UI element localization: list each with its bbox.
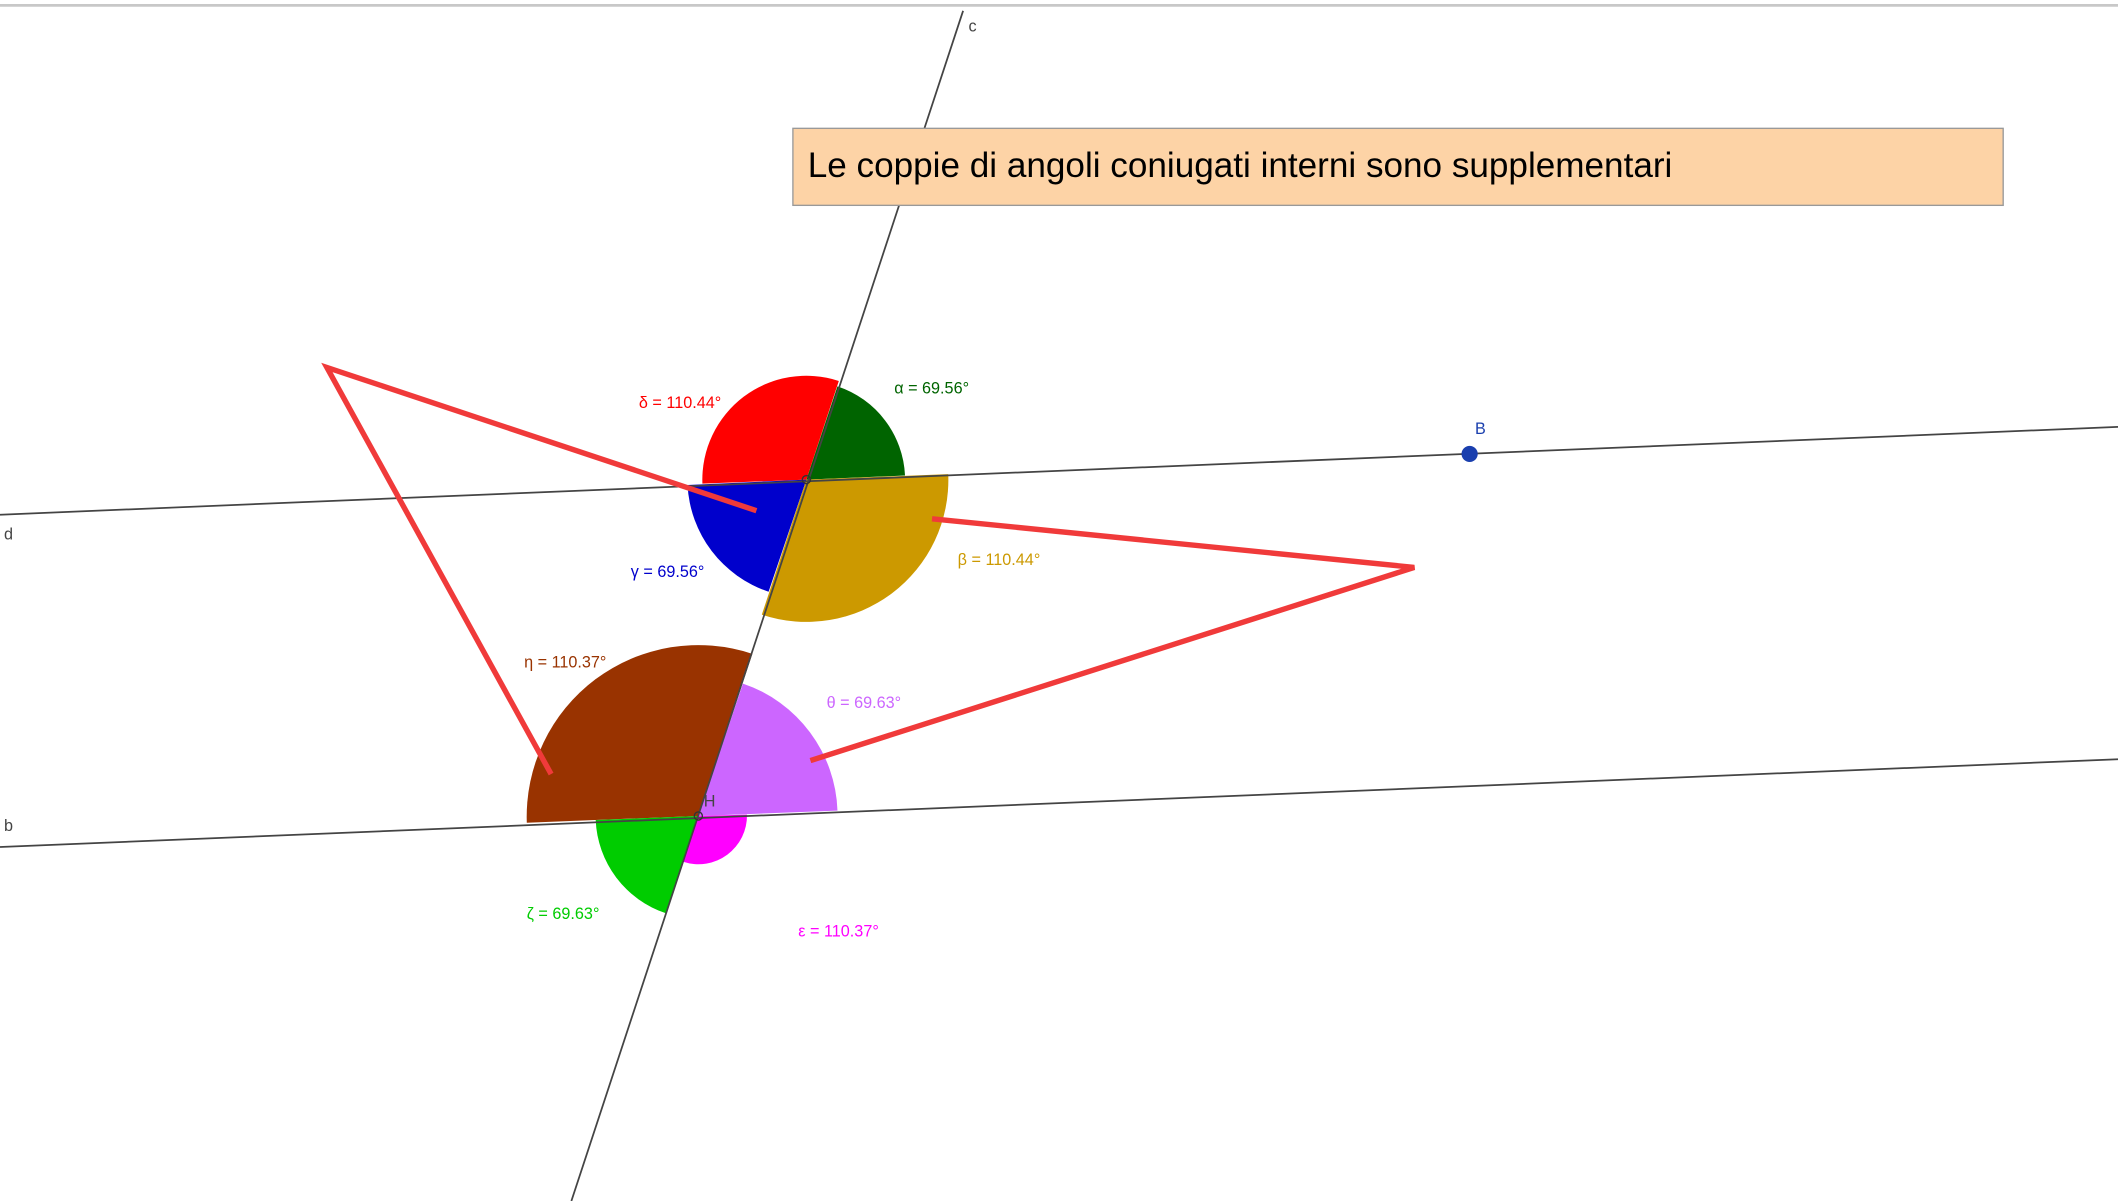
- angle-eta[interactable]: [526, 645, 753, 823]
- angle-theta[interactable]: [698, 683, 838, 816]
- line-b[interactable]: [0, 758, 2118, 848]
- angle-beta[interactable]: [761, 474, 949, 622]
- text-box[interactable]: [792, 127, 2004, 207]
- angle-label: η = 110.37°: [524, 654, 606, 672]
- line-c[interactable]: [570, 10, 964, 1201]
- angle-gamma[interactable]: [687, 479, 807, 592]
- annotation-line[interactable]: [321, 362, 758, 776]
- text-box-label: Le coppie di angoli coniugati interni so…: [808, 146, 1673, 185]
- angle-delta[interactable]: [702, 375, 839, 484]
- angle-label: γ = 69.56°: [631, 563, 705, 581]
- angle-label: θ = 69.63°: [827, 694, 902, 712]
- angle-label: α = 69.56°: [894, 379, 969, 397]
- intersection-point[interactable]: [801, 474, 812, 485]
- line-d[interactable]: [0, 426, 2118, 516]
- line-label: d: [4, 525, 13, 543]
- point-b[interactable]: [1461, 445, 1478, 463]
- angle-epsilon[interactable]: [683, 814, 747, 865]
- angle-label: ζ = 69.63°: [527, 905, 600, 923]
- point-h[interactable]: [693, 811, 704, 821]
- point-label: H: [704, 793, 716, 811]
- angle-label: ε = 110.37°: [798, 922, 879, 940]
- line-label: c: [968, 17, 976, 35]
- angle-label: δ = 110.44°: [639, 394, 721, 412]
- angle-zeta[interactable]: [595, 815, 699, 914]
- point-label: B: [1475, 420, 1486, 438]
- line-label: b: [4, 817, 13, 835]
- annotation-line[interactable]: [809, 516, 1416, 764]
- angle-label: β = 110.44°: [958, 551, 1041, 569]
